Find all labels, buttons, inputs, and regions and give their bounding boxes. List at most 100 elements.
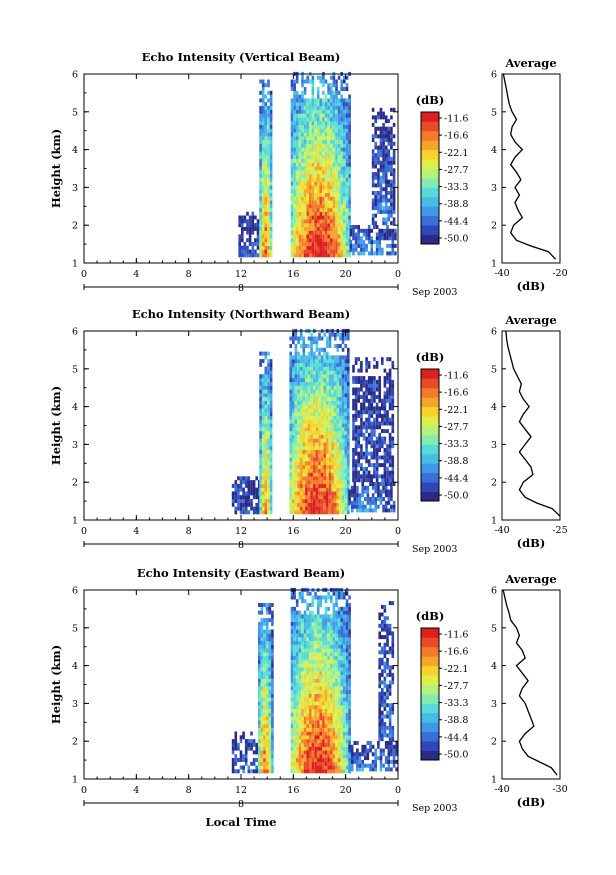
echo-cell <box>357 459 360 464</box>
echo-cell <box>269 453 273 458</box>
echo-cell <box>267 124 270 129</box>
echo-cell <box>318 483 321 488</box>
echo-cell <box>318 502 321 507</box>
echo-cell <box>271 716 274 721</box>
echo-cell <box>320 430 324 435</box>
echo-cell <box>309 625 312 630</box>
echo-cell <box>295 121 299 125</box>
echo-cell <box>348 489 351 494</box>
echo-cell <box>388 421 392 426</box>
echo-cell <box>306 196 309 201</box>
echo-cell <box>302 499 306 503</box>
echo-cell <box>327 215 330 220</box>
echo-cell <box>303 697 307 702</box>
echo-cell <box>250 491 253 496</box>
echo-cell <box>328 465 332 469</box>
echo-cell <box>292 472 295 477</box>
echo-cell <box>323 389 326 394</box>
echo-cell <box>306 215 309 220</box>
echo-cell <box>323 415 326 420</box>
echo-cell <box>234 758 238 762</box>
echo-cell <box>323 332 326 337</box>
echo-cell <box>379 160 383 165</box>
echo-cell <box>301 200 304 205</box>
echo-cell <box>271 712 274 717</box>
echo-cell <box>306 211 309 216</box>
echo-cell <box>246 230 249 235</box>
echo-cell <box>290 234 294 239</box>
echo-cell <box>255 476 258 481</box>
echo-cell <box>345 253 349 258</box>
echo-cell <box>237 746 240 751</box>
echo-cell <box>265 686 269 691</box>
echo-cell <box>357 243 360 248</box>
date-label: Sep 2003 <box>412 287 457 298</box>
echo-cell <box>306 701 309 706</box>
echo-cell <box>322 117 325 122</box>
echo-cell <box>267 419 270 424</box>
echo-cell <box>315 370 319 375</box>
echo-cell <box>378 240 381 245</box>
echo-cell <box>387 149 391 154</box>
echo-cell <box>295 109 299 114</box>
echo-cell <box>340 693 343 698</box>
echo-cell <box>298 671 302 675</box>
echo-cell <box>332 614 336 619</box>
echo-cell <box>260 724 264 728</box>
echo-cell <box>289 491 292 496</box>
echo-cell <box>362 436 366 441</box>
echo-cell <box>327 234 330 239</box>
echo-cell <box>311 113 315 118</box>
echo-cell <box>271 754 274 759</box>
echo-cell <box>322 761 325 766</box>
echo-cell <box>323 510 326 515</box>
echo-cell <box>331 506 334 511</box>
echo-cell <box>292 510 295 515</box>
echo-cell <box>311 98 315 103</box>
echo-cell <box>339 393 342 398</box>
echo-cell <box>318 506 321 511</box>
echo-cell <box>250 742 253 747</box>
echo-cell <box>344 359 347 364</box>
echo-cell <box>265 769 269 774</box>
echo-cell <box>314 249 317 254</box>
echo-cell <box>306 689 309 694</box>
echo-cell <box>268 746 272 751</box>
echo-cell <box>314 595 317 600</box>
echo-cell <box>316 689 320 694</box>
echo-cell <box>323 476 326 481</box>
echo-cell <box>382 149 385 154</box>
echo-cell <box>383 463 387 468</box>
echo-cell <box>307 430 311 435</box>
echo-cell <box>293 253 296 258</box>
echo-cell <box>269 98 273 103</box>
echo-cell <box>259 170 262 175</box>
echo-cell <box>386 243 389 248</box>
echo-cell <box>367 425 371 430</box>
echo-cell <box>320 396 324 401</box>
echo-cell <box>261 412 265 416</box>
echo-cell <box>267 506 270 511</box>
echo-cell <box>339 427 342 432</box>
echo-cell <box>269 94 273 99</box>
echo-cell <box>356 489 359 494</box>
echo-cell <box>264 242 268 246</box>
colorbar-tick-label: -33.3 <box>444 439 468 450</box>
echo-cell <box>332 674 336 679</box>
echo-cell <box>336 419 340 424</box>
echo-cell <box>290 158 294 163</box>
echo-cell <box>315 476 319 481</box>
echo-cell <box>322 648 325 653</box>
echo-cell <box>345 200 349 205</box>
echo-cell <box>269 404 273 409</box>
echo-cell <box>367 364 371 369</box>
echo-cell <box>302 366 306 371</box>
echo-cell <box>371 482 375 486</box>
echo-cell <box>303 652 307 657</box>
echo-cell <box>290 648 294 653</box>
echo-cell <box>311 200 315 205</box>
echo-cell <box>390 504 393 509</box>
echo-cell <box>345 117 349 122</box>
echo-cell <box>301 185 304 190</box>
echo-cell <box>302 408 306 413</box>
